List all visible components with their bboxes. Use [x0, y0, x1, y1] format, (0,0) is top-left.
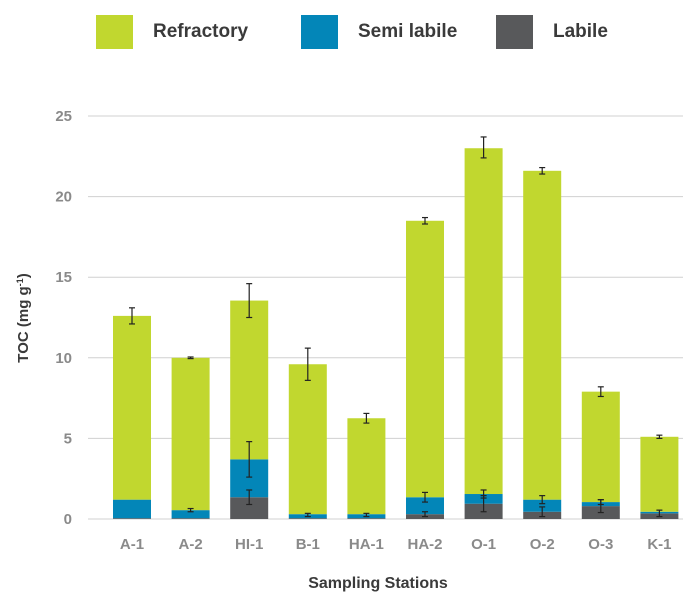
error-bar-refractory-O-1	[480, 136, 487, 159]
legend-label-refractory: Refractory	[153, 21, 249, 42]
error-bars	[129, 136, 663, 518]
error-bar-refractory-HA-2	[422, 216, 428, 225]
legend-item-refractory: Refractory	[96, 14, 248, 50]
bars	[113, 148, 679, 519]
error-bar-refractory-A-2	[187, 356, 194, 360]
error-bar-labile-O-2	[539, 506, 546, 518]
legend-swatch-semi-labile	[301, 15, 338, 49]
x-tick-label: B-1	[296, 536, 320, 553]
x-tick-label: O-1	[471, 536, 496, 553]
error-bar-refractory-B-1	[304, 347, 311, 381]
y-tick-label: 25	[55, 108, 72, 125]
bar-refractory-O-3	[581, 391, 620, 503]
bar-semi-labile-A-1	[113, 499, 151, 519]
y-tick-label: 15	[55, 269, 72, 286]
error-bar-refractory-HI-1	[246, 283, 253, 319]
error-bar-labile-HI-1	[246, 489, 253, 506]
x-axis-title: Sampling Stations	[308, 575, 448, 592]
bar-semi-labile-A-2	[171, 510, 210, 519]
y-axis-title-superscript: -1	[15, 278, 25, 286]
y-tick-labels: 0 5 10 15 20 25	[55, 108, 72, 528]
bar-refractory-O-1	[464, 148, 503, 495]
error-bar-refractory-HA-1	[363, 412, 370, 424]
x-tick-label: K-1	[647, 536, 671, 553]
error-bar-semi-labile-HI-1	[246, 441, 253, 478]
legend-swatch-labile	[496, 15, 533, 49]
error-bar-refractory-K-1	[656, 434, 663, 439]
bar-semi-labile-HA-2	[406, 497, 444, 515]
error-bar-semi-labile-HA-2	[422, 491, 428, 503]
error-bar-labile-K-1	[656, 509, 663, 518]
bar-refractory-HA-2	[406, 220, 444, 498]
y-tick-label: 10	[55, 350, 72, 367]
bar-refractory-O-2	[523, 170, 562, 500]
bar-labile-B-1	[288, 518, 327, 519]
x-tick-label: A-2	[179, 536, 203, 553]
error-bar-labile-HA-2	[422, 511, 428, 518]
y-axis-title: TOC (mg g-1)	[15, 273, 32, 362]
bar-labile-A-2	[171, 518, 210, 519]
legend-item-labile: Labile	[496, 14, 608, 50]
y-axis-title-main: TOC (mg g	[15, 286, 32, 362]
bar-refractory-B-1	[288, 364, 327, 515]
x-tick-labels: A-1 A-2 HI-1 B-1 HA-1 HA-2 O-1 O-2 O-3 K-1	[120, 536, 672, 553]
legend-label-semi-labile: Semi labile	[358, 21, 458, 42]
legend-item-semi-labile: Semi labile	[301, 14, 457, 50]
y-tick-label: 20	[55, 189, 72, 206]
bar-refractory-K-1	[640, 436, 679, 512]
bar-labile-HI-1	[230, 497, 269, 519]
bar-refractory-HI-1	[230, 300, 269, 460]
bar-refractory-HA-1	[347, 418, 386, 515]
x-tick-label: HI-1	[235, 536, 263, 553]
bar-refractory-A-2	[171, 357, 210, 511]
x-tick-label: HA-2	[407, 536, 442, 553]
error-bar-refractory-O-2	[539, 166, 546, 175]
error-bar-refractory-O-3	[597, 386, 604, 398]
bar-refractory-A-1	[113, 315, 151, 500]
error-bar-semi-labile-HA-1	[363, 512, 370, 518]
y-axis-title-suffix: )	[15, 273, 32, 278]
bar-semi-labile-O-2	[523, 499, 562, 512]
legend: Refractory Semi labile Labile	[0, 14, 692, 50]
bar-labile-HA-1	[347, 518, 386, 519]
error-bar-semi-labile-A-2	[187, 507, 194, 513]
x-tick-label: O-3	[588, 536, 613, 553]
error-bar-semi-labile-B-1	[304, 512, 311, 518]
error-bar-semi-labile-O-2	[539, 495, 546, 505]
y-tick-label: 0	[64, 511, 72, 528]
error-bar-semi-labile-O-1	[480, 489, 487, 499]
bar-labile-A-1	[113, 518, 151, 519]
legend-label-labile: Labile	[553, 21, 608, 42]
x-tick-label: HA-1	[349, 536, 384, 553]
y-tick-label: 5	[64, 430, 72, 447]
error-bar-refractory-A-1	[129, 307, 135, 325]
legend-swatch-refractory	[96, 15, 133, 49]
x-tick-label: O-2	[530, 536, 555, 553]
x-tick-label: A-1	[120, 536, 144, 553]
error-bar-semi-labile-O-3	[597, 499, 604, 506]
